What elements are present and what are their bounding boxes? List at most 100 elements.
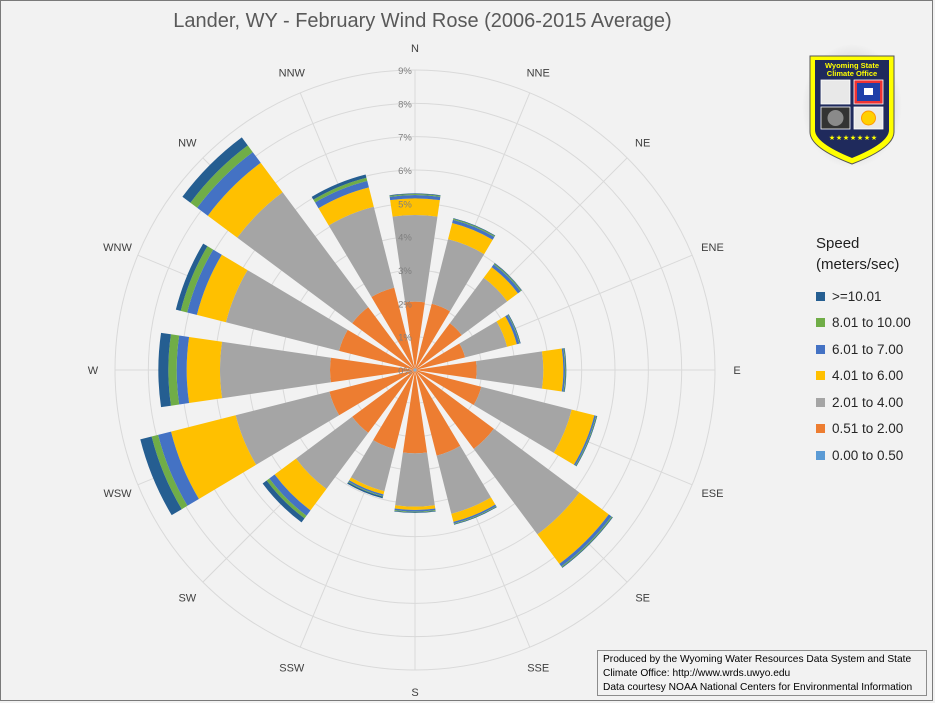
svg-text:★: ★ [857,134,863,142]
legend-swatch [816,291,825,301]
wedge-s-segment [394,505,436,511]
credits-line: Data courtesy NOAA National Centers for … [603,682,913,693]
wedge-wsw-segment [329,370,414,416]
wedge-wnw-segment [413,369,415,370]
wedge-wsw-segment [151,434,188,510]
wedge-ssw-segment [348,481,384,497]
wedge-nnw-segment [315,180,369,209]
wedge-sw-segment [296,416,369,489]
wedge-s-segment [402,371,428,454]
wedge-ne-segment [449,277,508,336]
svg-text:★: ★ [871,134,877,142]
climate-office-logo: Wyoming State Climate Office ★ ★ ★ ★ ★ ★ ★ [802,44,902,168]
wedge-sse-segment [451,497,496,522]
wedge-ene-segment [505,314,520,345]
legend-item: 2.01 to 4.00 [816,389,931,416]
wedge-wnw-segment [339,329,414,370]
legend-swatch [816,397,825,407]
wedge-sw-segment [262,480,305,523]
wedge-nw-segment [237,192,369,324]
wedge-s-segment [394,510,436,513]
wedge-ene-segment [496,316,517,347]
legend-label: 0.51 to 2.00 [832,421,904,437]
wedge-nne-segment [452,219,495,240]
wedge-ssw-segment [414,370,415,372]
svg-text:★: ★ [850,134,856,142]
direction-label-wnw: WNW [103,242,132,254]
wedge-sse-segment [415,370,416,372]
wedge-ne-segment [483,267,518,302]
radial-tick-label: 4% [398,233,412,244]
legend-item: 6.01 to 7.00 [816,336,931,363]
wedge-e-segment [564,348,567,392]
wedge-ssw-segment [349,477,385,495]
credits-line: Climate Office: http://www.wrds.uwyo.edu [603,668,791,679]
chart-legend: Speed (meters/sec) >=10.01 8.01 to 10.00 6… [816,233,931,469]
wedge-se-segment [415,370,494,449]
legend-item: >=10.01 [816,283,931,310]
wedge-wnw-segment [175,243,208,311]
wedge-nne-segment [415,303,451,369]
wedge-ssw-segment [348,480,384,497]
wedge-se-segment [537,492,609,564]
wedge-w-segment [186,336,223,404]
svg-text:★: ★ [864,134,870,142]
wedge-e-segment [541,348,564,392]
radial-tick-label: 5% [398,199,412,210]
wedge-wsw-segment [235,391,340,465]
wedge-wsw-segment [158,431,199,506]
legend-swatch [816,371,825,381]
credits-line: Produced by the Wyoming Water Resources … [603,654,912,665]
wedge-ne-segment [493,263,522,292]
wedge-wnw-segment [187,249,222,315]
wedge-s-segment [394,510,436,513]
svg-text:★: ★ [829,134,835,142]
wedge-se-segment [473,428,580,535]
svg-text:★: ★ [836,134,842,142]
wedge-nne-segment [415,368,416,370]
wedge-sw-segment [266,478,307,519]
wedge-nw-segment [182,137,248,203]
wedge-sw-segment [269,474,311,516]
wedge-ene-segment [415,369,417,370]
direction-label-nnw: NNW [279,68,306,80]
legend-label: 8.01 to 10.00 [832,315,911,331]
wedge-n-segment [389,193,441,196]
wedge-n-segment [392,215,438,303]
wedge-nnw-segment [318,187,374,226]
wedge-wnw-segment [225,270,348,351]
wedge-s-segment [394,508,436,512]
wedge-ssw-segment [350,440,396,492]
wedge-e-segment [476,351,544,389]
wedge-nw-segment [352,307,415,370]
wedge-w-segment [330,357,414,383]
wedge-wsw-segment [140,436,182,516]
legend-title: Speed (meters/sec) [816,235,900,273]
legend-item: 0.51 to 2.00 [816,416,931,443]
wedge-sw-segment [274,458,327,511]
wedge-ene-segment [507,314,521,344]
wedge-nw-segment [413,368,415,370]
direction-label-nne: NNE [527,68,550,80]
wedge-sse-segment [415,371,461,456]
legend-label: 6.01 to 7.00 [832,341,904,357]
wedge-nne-segment [431,239,485,312]
legend-label: 0.00 to 0.50 [832,447,904,463]
legend-item: 8.01 to 10.00 [816,310,931,337]
wedge-e-segment [563,348,566,392]
radial-tick-label: 3% [398,266,412,277]
wedge-wnw-segment [196,254,248,323]
radial-tick-label: 1% [398,333,412,344]
radial-tick-label: 9% [398,66,412,77]
chart-title: Lander, WY - February Wind Rose (2006-20… [173,10,672,32]
wedge-wnw-segment [180,246,214,313]
wedge-nw-segment [207,162,283,238]
legend-swatch [816,424,825,434]
wedge-nw-segment [197,152,261,216]
wedge-w-segment [220,341,331,399]
wedge-ene-segment [508,314,521,344]
wedge-w-segment [176,335,190,405]
wedge-ssw-segment [347,482,384,499]
